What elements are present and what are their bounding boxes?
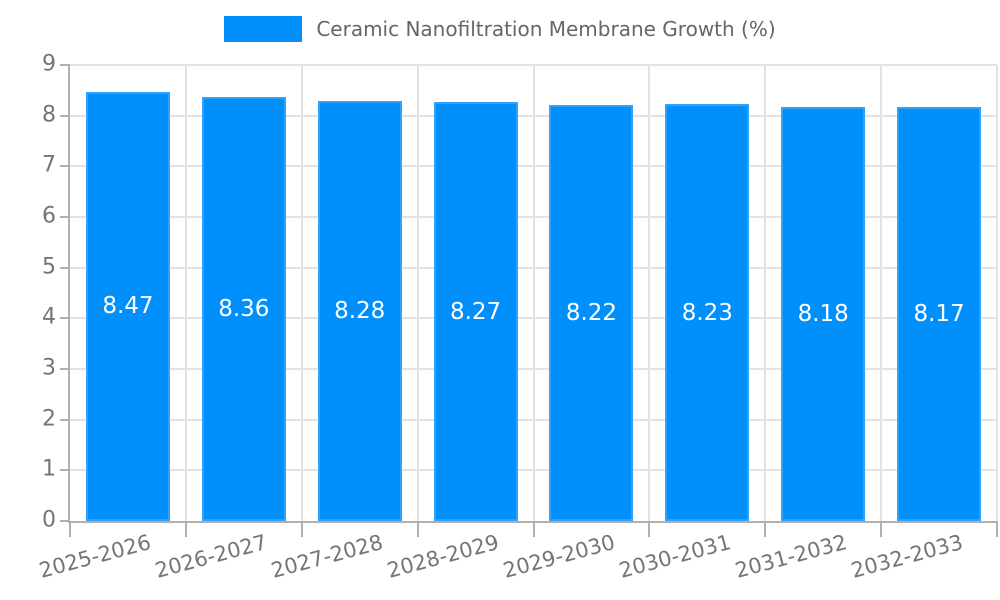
- y-axis-label: 3: [42, 355, 56, 381]
- x-axis-label: 2030-2031: [616, 530, 734, 583]
- bar-value-label: 8.22: [565, 299, 618, 326]
- v-gridline: [184, 65, 187, 521]
- y-tick: [60, 64, 70, 66]
- bar-2031-2032: 8.18: [781, 106, 866, 521]
- y-tick: [60, 266, 70, 269]
- y-axis-label: 7: [42, 152, 56, 178]
- x-axis-label: 2028-2029: [384, 530, 502, 583]
- y-tick: [60, 165, 70, 168]
- x-axis-label: 2029-2030: [500, 530, 618, 583]
- bar-2025-2026: 8.47: [85, 91, 170, 521]
- bar-2029-2030: 8.22: [549, 104, 634, 521]
- v-gridline: [648, 65, 651, 521]
- y-tick: [60, 418, 70, 421]
- x-tick: [996, 521, 998, 537]
- x-axis-label: 2032-2033: [848, 530, 966, 583]
- bar-2026-2027: 8.36: [201, 97, 286, 521]
- x-axis-label: 2031-2032: [732, 530, 850, 583]
- x-tick: [69, 521, 71, 537]
- bar-value-label: 8.36: [218, 296, 270, 323]
- y-axis-label: 2: [42, 406, 56, 432]
- x-tick: [532, 521, 535, 537]
- bar-value-label: 8.27: [449, 298, 502, 325]
- x-tick: [184, 521, 187, 537]
- legend: Ceramic Nanofiltration Membrane Growth (…: [0, 16, 1000, 42]
- y-axis-label: 1: [42, 456, 56, 482]
- y-axis-label: 9: [42, 51, 56, 77]
- y-tick: [60, 114, 70, 117]
- y-axis-label: 4: [42, 304, 56, 330]
- y-tick: [60, 317, 70, 320]
- bar-value-label: 8.23: [681, 299, 733, 326]
- bar-2028-2029: 8.27: [433, 102, 518, 521]
- v-gridline: [532, 65, 535, 521]
- v-gridline: [996, 65, 998, 521]
- bar-value-label: 8.28: [334, 298, 386, 325]
- x-axis-label: 2026-2027: [152, 530, 270, 583]
- y-axis-label: 8: [42, 102, 56, 128]
- y-axis-label: 5: [42, 254, 56, 280]
- x-tick: [764, 521, 767, 537]
- x-tick: [880, 521, 883, 537]
- bar-2032-2033: 8.17: [897, 107, 982, 521]
- x-tick: [300, 521, 303, 537]
- v-gridline: [880, 65, 883, 521]
- bar-value-label: 8.47: [102, 293, 154, 320]
- bar-2030-2031: 8.23: [665, 104, 750, 521]
- bar-value-label: 8.17: [913, 301, 965, 328]
- v-gridline: [300, 65, 303, 521]
- y-tick: [60, 469, 70, 472]
- bar-2027-2028: 8.28: [317, 101, 402, 521]
- legend-label: Ceramic Nanofiltration Membrane Growth (…: [316, 17, 776, 41]
- y-tick: [60, 520, 70, 522]
- x-tick: [648, 521, 651, 537]
- y-tick: [60, 368, 70, 370]
- legend-item[interactable]: Ceramic Nanofiltration Membrane Growth (…: [224, 16, 776, 42]
- bar-value-label: 8.18: [797, 300, 849, 327]
- x-tick: [416, 521, 419, 537]
- legend-swatch-icon: [224, 16, 303, 42]
- y-axis-label: 0: [42, 507, 56, 533]
- v-gridline: [416, 65, 419, 521]
- x-axis-label: 2027-2028: [268, 530, 386, 583]
- v-gridline: [764, 65, 767, 521]
- plot-area: 0 1 2 3 4 5 6 7 8 9 8.47 2025-2026 8.36 2026-2027 8.28…: [37, 53, 998, 583]
- y-tick: [60, 216, 70, 218]
- x-axis-label: 2025-2026: [37, 530, 154, 583]
- y-axis-label: 6: [42, 203, 56, 229]
